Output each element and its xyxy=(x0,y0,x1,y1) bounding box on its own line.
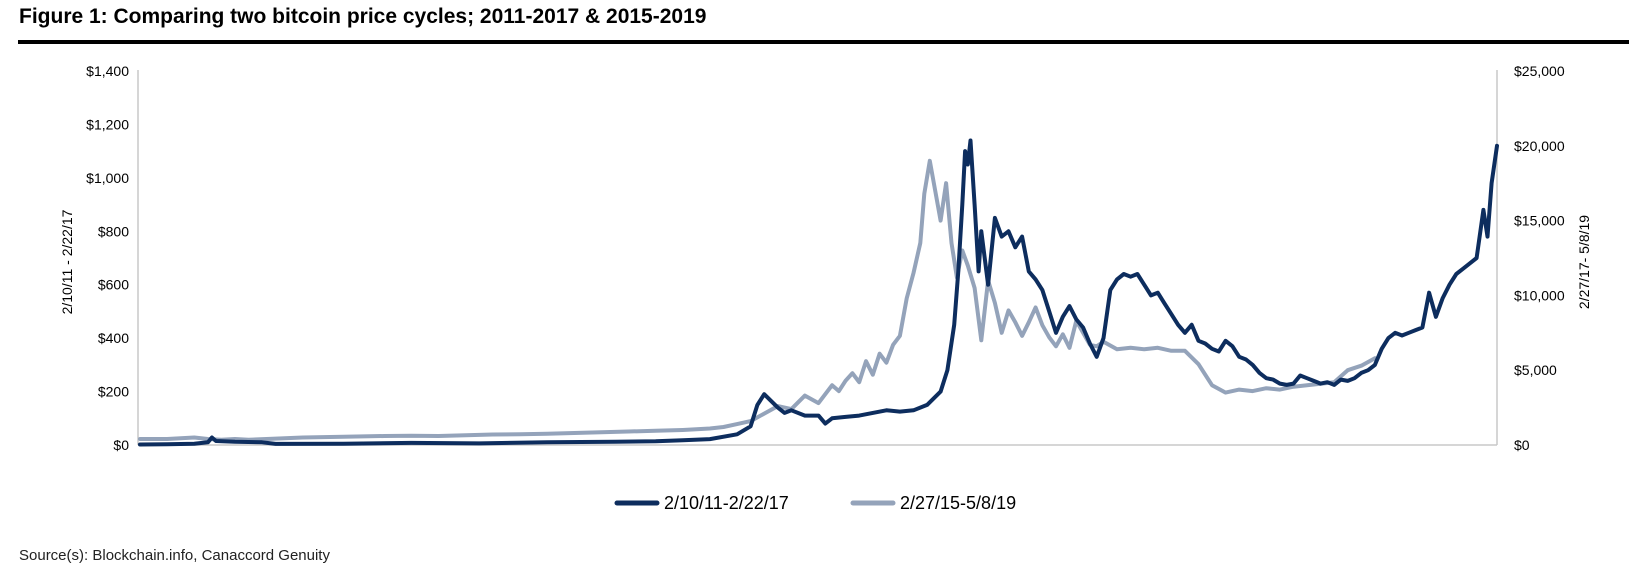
price-cycles-chart: $0$200$400$600$800$1,000$1,200$1,400 $0$… xyxy=(59,63,1592,513)
legend: 2/10/11-2/22/17 2/27/15-5/8/19 xyxy=(614,493,1016,513)
right-tick-label: $15,000 xyxy=(1514,213,1565,229)
source-note: Source(s): Blockchain.info, Canaccord Ge… xyxy=(19,547,330,564)
legend-label-cycle-2015-2019: 2/27/15-5/8/19 xyxy=(900,493,1016,513)
right-axis-ticks: $0 $5,000 $10,000 $15,000 $20,000 $25,000 xyxy=(1514,63,1565,453)
left-tick-label: $1,000 xyxy=(86,170,129,186)
left-tick-label: $1,400 xyxy=(86,63,129,79)
left-tick-label: $1,200 xyxy=(86,116,129,132)
right-tick-label: $0 xyxy=(1514,437,1530,453)
left-tick-label: $800 xyxy=(98,223,129,239)
title-rule xyxy=(18,40,1629,44)
left-tick-label: $600 xyxy=(98,277,129,293)
left-axis-ticks: $0 $200 $400 $600 $800 $1,000 $1,200 $1,400 xyxy=(86,63,129,453)
series-line-cycle-2015-2019 xyxy=(138,158,1377,442)
left-tick-label: $200 xyxy=(98,384,129,400)
right-tick-label: $25,000 xyxy=(1514,63,1565,79)
right-tick-label: $20,000 xyxy=(1514,138,1565,154)
series-layer xyxy=(138,138,1499,447)
right-tick-label: $10,000 xyxy=(1514,287,1565,303)
right-axis-label: 2/27/17- 5/8/19 xyxy=(1576,215,1592,309)
series-line-cycle-2011-2017 xyxy=(138,138,1499,447)
right-tick-label: $5,000 xyxy=(1514,362,1557,378)
left-tick-label: $400 xyxy=(98,330,129,346)
left-tick-label: $0 xyxy=(113,437,129,453)
figure-title: Figure 1: Comparing two bitcoin price cy… xyxy=(19,5,707,28)
legend-label-cycle-2011-2017: 2/10/11-2/22/17 xyxy=(664,493,789,513)
left-axis-label: 2/10/11 - 2/22/17 xyxy=(59,209,75,314)
